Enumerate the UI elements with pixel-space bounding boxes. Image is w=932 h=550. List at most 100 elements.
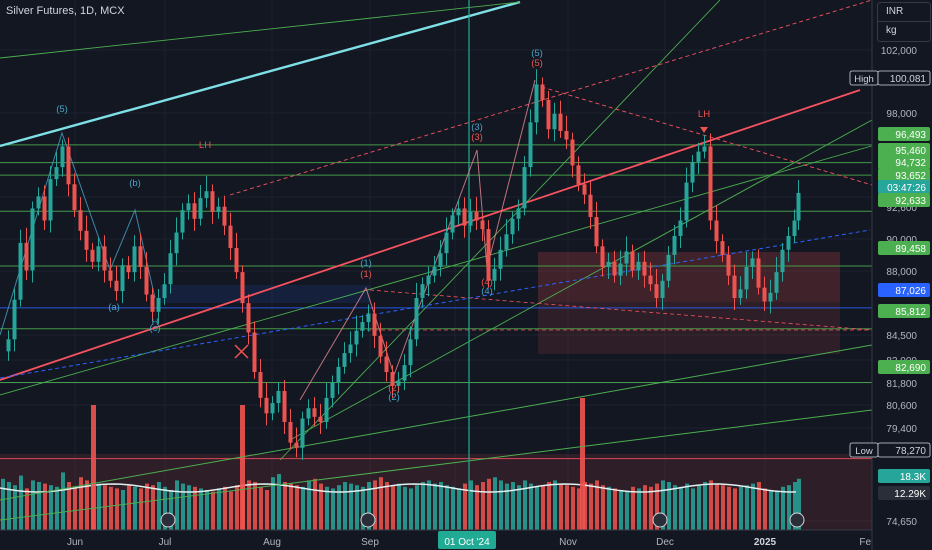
candle-body — [114, 280, 119, 292]
volume-bar — [475, 485, 479, 530]
price-tick-label: 84,500 — [886, 331, 917, 342]
volume-bar — [199, 488, 203, 530]
candle-body — [702, 146, 707, 152]
volume-bar — [505, 483, 509, 530]
volume-bar — [349, 483, 353, 530]
volume-bar — [469, 480, 473, 530]
volume-bar — [775, 491, 779, 530]
wave-annotations: (5) (b) LH (a) H(c) (1)(1) (2)(2) (3)(3) (4)(4) (… — [56, 48, 710, 403]
volume-bar — [397, 483, 401, 530]
volume-bar — [283, 482, 287, 530]
price-axis[interactable]: 102,00098,00092,60090,00088,00084,50083,… — [849, 0, 932, 550]
trendline — [0, 229, 871, 379]
time-tick-label: Aug — [263, 537, 281, 548]
volume-bar — [409, 488, 413, 530]
candle-body — [336, 366, 341, 383]
volume-bar — [403, 486, 407, 530]
candle-body — [564, 130, 569, 140]
candle-body — [570, 139, 575, 166]
candle-body — [768, 292, 773, 302]
price-tag-value: 85,812 — [895, 307, 926, 318]
time-axis[interactable]: Jun Jul Aug Sep 01 Oct '24 Nov Dec 2025 Feb — [0, 512, 932, 550]
volume-bar — [67, 482, 71, 530]
candle-body — [492, 268, 497, 281]
volume-bar — [55, 486, 59, 530]
volume-bar — [457, 488, 461, 530]
trendline — [0, 344, 873, 501]
volume-bar — [259, 486, 263, 530]
volume-bar — [157, 482, 161, 530]
event-icon — [789, 512, 805, 528]
volume-bar — [85, 480, 89, 530]
volume-bar — [373, 480, 377, 530]
price-tag-bg — [877, 442, 931, 458]
candle-body — [18, 242, 23, 300]
time-axis-highlight — [438, 531, 496, 549]
price-tag-bg — [878, 127, 930, 141]
volume-bar — [787, 485, 791, 530]
volume-bar — [73, 486, 77, 530]
volume-bar — [193, 486, 197, 530]
candle-body — [750, 258, 755, 267]
candle-body — [402, 365, 407, 381]
trendline — [289, 119, 873, 441]
volume-bar — [49, 485, 53, 530]
candle-body — [732, 275, 737, 298]
candle-body — [198, 198, 203, 219]
volume-bar — [313, 478, 317, 530]
wave-label: (b) — [129, 178, 141, 189]
candle-body — [558, 113, 563, 131]
candle-body — [474, 211, 479, 221]
volume-bar — [133, 486, 137, 530]
candle-body — [624, 251, 629, 264]
volume-bar — [745, 485, 749, 530]
candle-body — [672, 235, 677, 255]
candle-body — [432, 266, 437, 276]
candle-body — [426, 275, 431, 285]
wave-label: (c) — [149, 323, 160, 334]
volume-bar — [109, 486, 113, 530]
volume-bar — [235, 485, 239, 530]
volume-bar — [685, 483, 689, 530]
volume-bar — [559, 483, 563, 530]
volume-bar — [265, 490, 269, 530]
candle-body — [372, 313, 377, 336]
candle-body — [36, 196, 41, 209]
unit-selector[interactable]: INR kg — [877, 2, 931, 42]
candle-body — [72, 184, 77, 211]
candle-body — [246, 303, 251, 333]
price-tag-bg — [878, 193, 930, 207]
volume-bar — [439, 482, 443, 530]
volume-bar — [691, 488, 695, 530]
candle-body — [222, 206, 227, 226]
volume-bar — [391, 485, 395, 530]
volume-bar — [793, 482, 797, 530]
candle-body — [690, 161, 695, 183]
price-tag-bg — [878, 143, 930, 157]
candle-body — [534, 84, 539, 123]
price-zones — [160, 252, 840, 354]
price-tag-value: 18.3K — [900, 472, 926, 483]
volume-bar — [121, 490, 125, 530]
price-tick-label: 90,000 — [886, 235, 917, 246]
candle-body — [420, 284, 425, 298]
candle-body — [630, 251, 635, 271]
volume-ma — [0, 483, 797, 493]
volume-spike — [91, 405, 96, 530]
candle-body — [204, 191, 209, 199]
candle-body — [6, 339, 11, 352]
volume-bar — [217, 488, 221, 530]
volume-bar — [481, 482, 485, 530]
volume-bar — [445, 485, 449, 530]
wave-label: (1) — [360, 258, 372, 269]
candle-body — [684, 182, 689, 221]
volume-bar — [139, 488, 143, 530]
volume-bar — [797, 478, 801, 530]
candle-body — [486, 229, 491, 281]
candle-body — [612, 261, 617, 276]
volume-bar — [319, 483, 323, 530]
candle-body — [654, 284, 659, 298]
candle-body — [516, 208, 521, 219]
candle-body — [744, 266, 749, 290]
